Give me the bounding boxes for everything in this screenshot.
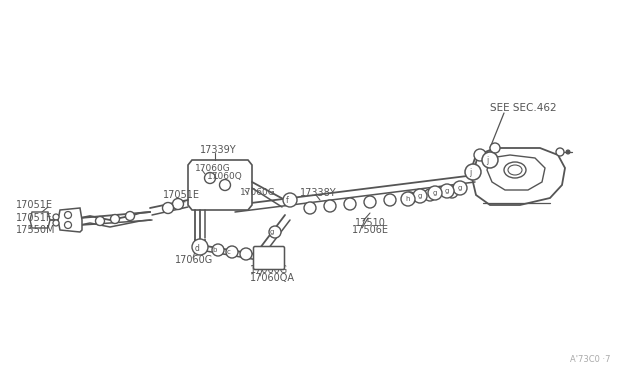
Circle shape [324,200,336,212]
Circle shape [205,173,216,183]
Text: f: f [285,196,289,205]
Circle shape [490,143,500,153]
Text: b: b [213,247,217,253]
Circle shape [65,221,72,228]
FancyBboxPatch shape [253,247,285,269]
Text: d: d [195,244,200,253]
Circle shape [401,192,415,206]
Circle shape [226,246,238,258]
Text: 17060G: 17060G [250,265,288,275]
Text: 17051E: 17051E [163,190,200,200]
Text: j: j [469,167,471,176]
Text: 17510: 17510 [355,218,386,228]
Circle shape [556,148,564,156]
Circle shape [304,202,316,214]
Circle shape [240,248,252,260]
Circle shape [465,164,481,180]
Circle shape [384,194,396,206]
Circle shape [424,189,436,201]
Text: A'73C0 ·7: A'73C0 ·7 [570,356,611,365]
Text: 17550M: 17550M [16,225,56,235]
Text: 17060QA: 17060QA [250,273,295,283]
Polygon shape [487,155,545,190]
Circle shape [65,212,72,218]
Text: g: g [270,229,274,235]
Polygon shape [188,160,252,210]
Text: 17506E: 17506E [352,225,389,235]
Circle shape [413,189,427,203]
Text: c: c [227,249,231,255]
Circle shape [482,152,498,168]
Text: 17060G: 17060G [195,164,231,173]
Circle shape [111,215,120,224]
Circle shape [212,244,224,256]
Polygon shape [30,212,50,228]
Text: 17051F: 17051F [16,213,52,223]
Text: g: g [433,190,437,196]
Text: 17060G: 17060G [175,255,213,265]
Ellipse shape [508,165,522,175]
Circle shape [440,184,454,198]
Text: SEE SEC.462: SEE SEC.462 [490,103,557,113]
Circle shape [474,149,486,161]
Circle shape [428,186,442,200]
Text: 17339Y: 17339Y [200,145,237,155]
Text: 17051E: 17051E [16,200,53,210]
Text: 17060G: 17060G [240,187,276,196]
Text: g: g [458,185,462,191]
Text: 17338Y: 17338Y [300,188,337,198]
Polygon shape [58,208,82,232]
Circle shape [453,181,467,195]
Text: 17060Q: 17060Q [207,171,243,180]
Ellipse shape [504,162,526,178]
Circle shape [283,193,297,207]
Text: g: g [445,188,449,194]
Circle shape [163,202,173,214]
Circle shape [95,217,104,225]
Text: h: h [406,196,410,202]
Circle shape [269,226,281,238]
Circle shape [125,212,134,221]
Circle shape [53,220,59,226]
Circle shape [446,186,458,198]
Circle shape [53,214,59,220]
Text: j: j [486,155,488,164]
Text: g: g [418,193,422,199]
Circle shape [344,198,356,210]
Circle shape [566,150,570,154]
Polygon shape [472,148,565,205]
Circle shape [364,196,376,208]
Circle shape [192,239,208,255]
Circle shape [404,192,416,204]
Circle shape [173,199,184,209]
Circle shape [220,180,230,190]
Text: K: K [266,253,272,263]
